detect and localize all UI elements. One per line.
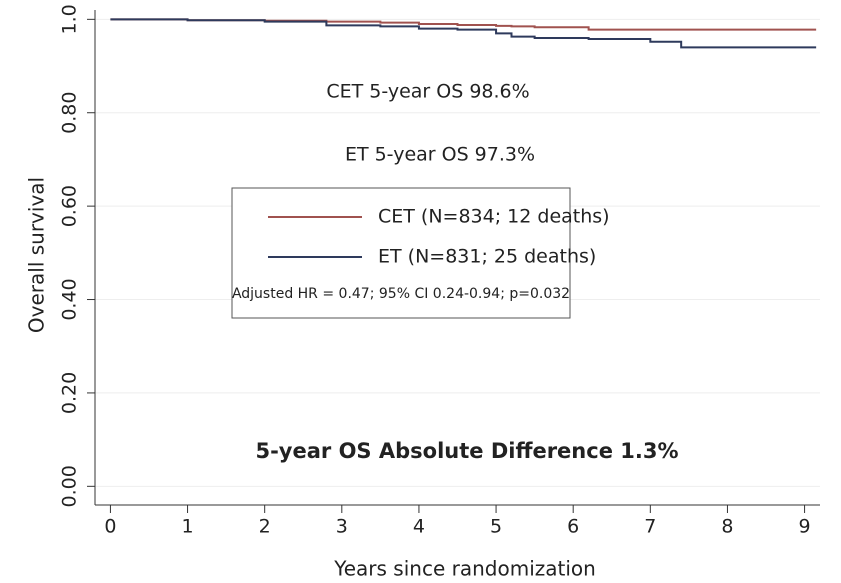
x-tick-label: 9 — [799, 516, 811, 538]
x-tick-label: 3 — [336, 516, 348, 538]
y-tick-label: 0.20 — [59, 372, 81, 414]
y-tick-label: 1.0 — [59, 4, 81, 34]
x-tick-label: 6 — [567, 516, 579, 538]
legend-label: CET (N=834; 12 deaths) — [378, 206, 610, 228]
x-tick-label: 5 — [490, 516, 502, 538]
x-tick-label: 7 — [644, 516, 656, 538]
legend-label: ET (N=831; 25 deaths) — [378, 246, 596, 268]
annotation: CET 5-year OS 98.6% — [326, 81, 529, 103]
legend — [231, 187, 571, 319]
y-tick-label: 0.00 — [59, 465, 81, 507]
annotation: 5-year OS Absolute Difference 1.3% — [255, 439, 678, 463]
annotation: ET 5-year OS 97.3% — [345, 144, 535, 166]
x-axis-label: Years since randomization — [333, 557, 596, 581]
x-tick-label: 1 — [182, 516, 194, 538]
y-tick-label: 0.80 — [59, 92, 81, 134]
x-tick-label: 4 — [413, 516, 425, 538]
x-tick-label: 8 — [721, 516, 733, 538]
y-axis-label: Overall survival — [25, 177, 49, 333]
survival-curve — [110, 18, 817, 49]
legend-note: Adjusted HR = 0.47; 95% CI 0.24-0.94; p=… — [232, 286, 570, 302]
x-tick-label: 2 — [259, 516, 271, 538]
y-tick-label: 0.40 — [59, 278, 81, 320]
x-tick-label: 0 — [104, 516, 116, 538]
y-tick-label: 0.60 — [59, 185, 81, 227]
